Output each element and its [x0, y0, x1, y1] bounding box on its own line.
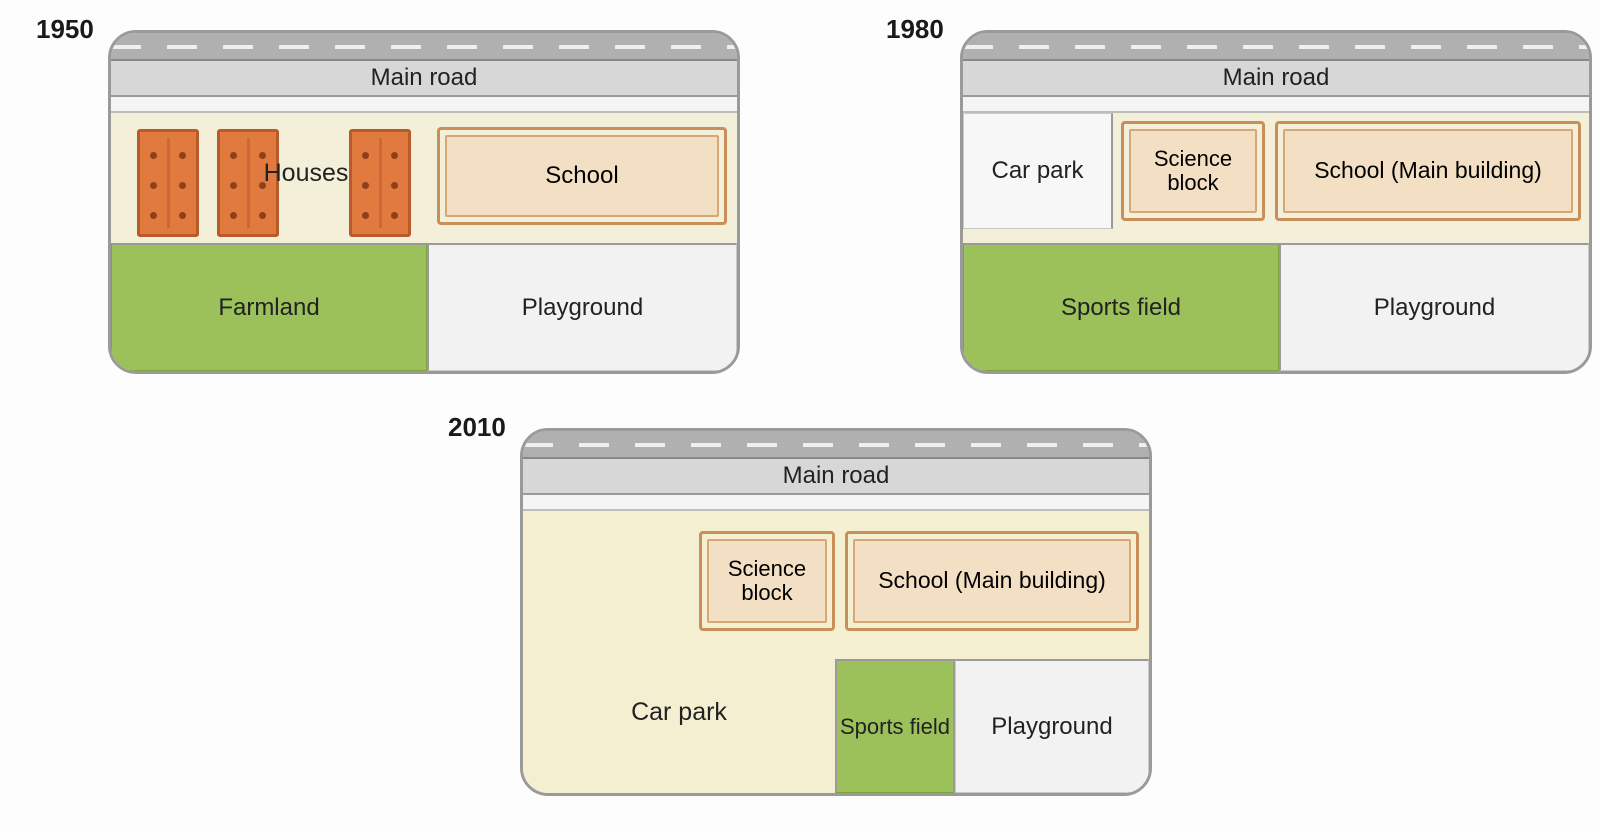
school-block-1950: School [437, 127, 727, 225]
school-block-1980: School (Main building) [1275, 121, 1581, 221]
main-road-label-band: Main road [963, 61, 1589, 97]
main-road-label: Main road [783, 462, 890, 490]
main-road-label-band: Main road [111, 61, 737, 97]
main-road-label: Main road [371, 64, 478, 92]
carpark-label: Car park [991, 157, 1083, 185]
road-centre-line [111, 45, 737, 49]
road-asphalt [111, 33, 737, 61]
year-label-1950: 1950 [36, 14, 94, 45]
carpark-region-2010: Car park [523, 631, 835, 793]
sportsfield-label: Sports field [840, 714, 950, 739]
playground-region-1980: Playground [1279, 243, 1589, 371]
playground-region-2010: Playground [955, 659, 1149, 793]
year-label-2010: 2010 [448, 412, 506, 443]
science-block-1980: Science block [1121, 121, 1265, 221]
panel-1950: Main road Houses School Farmland [108, 30, 740, 374]
carpark-label: Car park [631, 698, 727, 727]
road-asphalt [523, 431, 1149, 459]
panel-2010: Main road Science block School (Main bui… [520, 428, 1152, 796]
playground-label: Playground [522, 294, 643, 322]
school-block-2010: School (Main building) [845, 531, 1139, 631]
carpark-region-1980: Car park [963, 113, 1113, 229]
farmland-region: Farmland [111, 243, 427, 371]
road-asphalt [963, 33, 1589, 61]
science-block-2010: Science block [699, 531, 835, 631]
road-shoulder [963, 97, 1589, 113]
sportsfield-label: Sports field [1061, 294, 1181, 322]
house-1 [137, 129, 199, 237]
road-shoulder [523, 495, 1149, 511]
sportsfield-region-2010: Sports field [835, 659, 955, 793]
school-label: School [445, 135, 719, 217]
playground-region-1950: Playground [427, 243, 737, 371]
road-centre-line [523, 443, 1149, 447]
main-road-label: Main road [1223, 64, 1330, 92]
sportsfield-region-1980: Sports field [963, 243, 1279, 371]
houses-label: Houses [221, 153, 391, 193]
playground-label: Playground [1374, 294, 1495, 322]
science-label: Science block [707, 539, 827, 623]
school-label: School (Main building) [1283, 129, 1573, 213]
science-label: Science block [1129, 129, 1257, 213]
playground-label: Playground [991, 713, 1112, 741]
panel-1980: Main road Car park Science block School … [960, 30, 1592, 374]
main-road-label-band: Main road [523, 459, 1149, 495]
road-shoulder [111, 97, 737, 113]
road-centre-line [963, 45, 1589, 49]
year-label-1980: 1980 [886, 14, 944, 45]
school-label: School (Main building) [853, 539, 1131, 623]
farmland-label: Farmland [218, 294, 319, 322]
